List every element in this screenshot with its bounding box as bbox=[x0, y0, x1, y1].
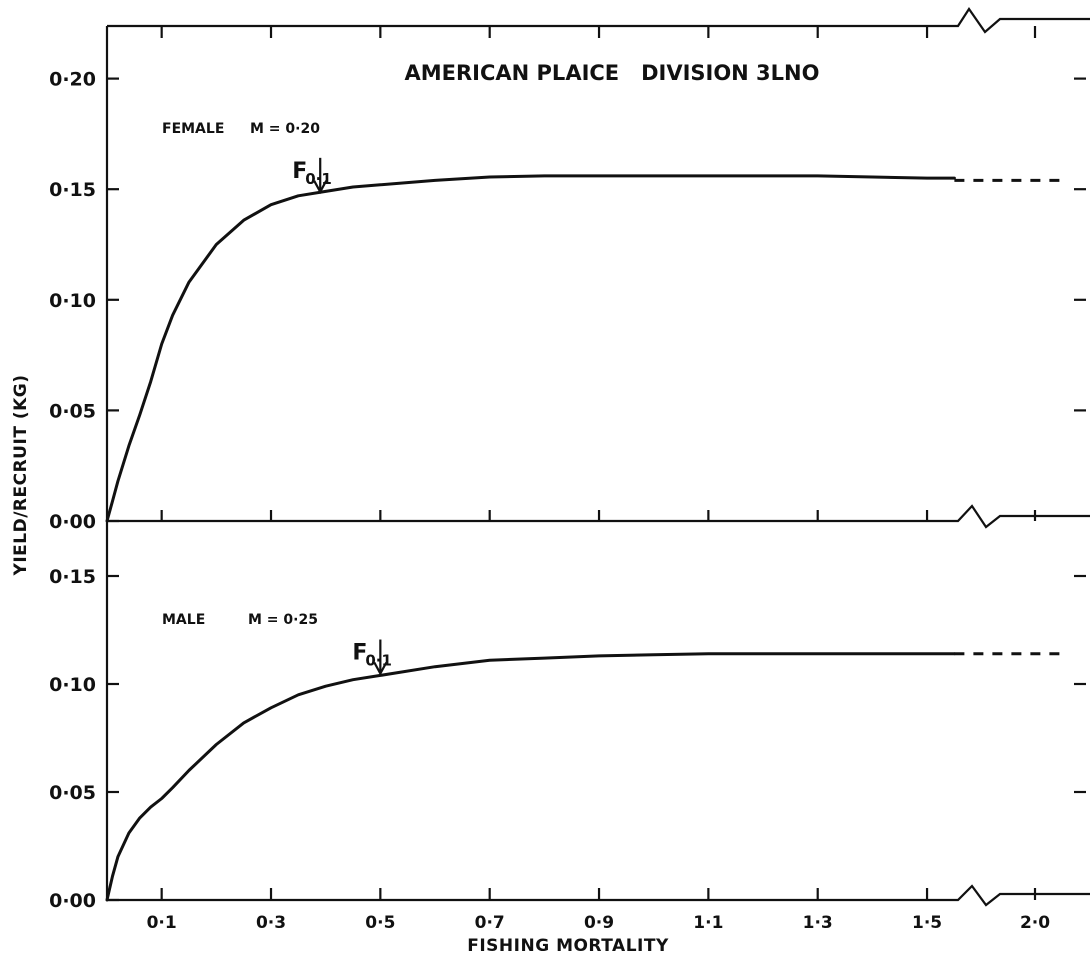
f01-arrow-head bbox=[373, 661, 388, 676]
x-axis bbox=[107, 884, 1090, 907]
y-tick-label: 0·00 bbox=[49, 890, 96, 912]
male-label: MALE bbox=[162, 612, 205, 628]
x-tick-label: 1·1 bbox=[693, 913, 723, 933]
f01-arrow-head bbox=[313, 180, 328, 195]
x-tick-label: 1·5 bbox=[912, 913, 942, 933]
y-tick-label: 0·10 bbox=[49, 290, 96, 312]
x-tick-label: 1·3 bbox=[803, 913, 833, 933]
f01-subscript: 0·1 bbox=[365, 652, 392, 670]
f01-label: F bbox=[292, 159, 307, 184]
female-yield-curve bbox=[105, 174, 956, 523]
female-label: FEMALE bbox=[162, 121, 224, 137]
male-m-label: M = 0·25 bbox=[248, 612, 318, 628]
x-tick-label: 0·9 bbox=[584, 913, 614, 933]
y-tick-label: 0·10 bbox=[49, 674, 96, 696]
x-tick-label: 2·0 bbox=[1020, 913, 1050, 933]
y-axis-label: YIELD/RECRUIT (KG) bbox=[11, 375, 31, 577]
y-tick-label: 0·05 bbox=[49, 782, 96, 804]
x-tick-label: 0·7 bbox=[475, 913, 505, 933]
y-tick-label: 0·00 bbox=[49, 511, 96, 533]
male-yield-curve bbox=[105, 652, 956, 902]
x-tick-label: 0·5 bbox=[365, 913, 395, 933]
y-tick-label: 0·15 bbox=[49, 566, 96, 588]
female-m-label: M = 0·20 bbox=[250, 121, 320, 137]
frame-top bbox=[107, 7, 1090, 34]
y-tick-label: 0·20 bbox=[49, 69, 96, 91]
y-tick-label: 0·15 bbox=[49, 179, 96, 201]
f01-label: F bbox=[352, 641, 367, 666]
chart-title: AMERICAN PLAICE DIVISION 3LNO bbox=[405, 61, 820, 85]
f01-subscript: 0·1 bbox=[305, 170, 332, 188]
x-tick-label: 0·1 bbox=[147, 913, 177, 933]
panel-divider bbox=[107, 504, 1090, 529]
x-tick-label: 0·3 bbox=[256, 913, 286, 933]
x-axis-label: FISHING MORTALITY bbox=[467, 936, 669, 956]
y-tick-label: 0·05 bbox=[49, 400, 96, 422]
